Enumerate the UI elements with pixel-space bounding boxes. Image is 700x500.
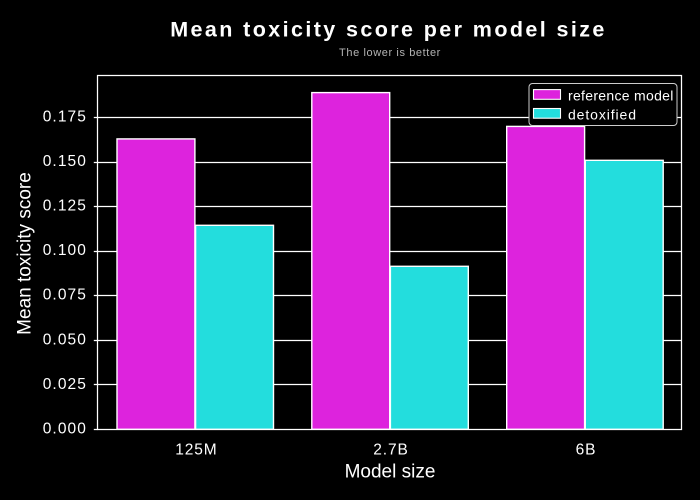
svg-text:reference model: reference model	[568, 88, 674, 104]
svg-text:0.150: 0.150	[43, 153, 87, 170]
svg-text:detoxified: detoxified	[568, 107, 637, 123]
svg-text:0.050: 0.050	[43, 331, 87, 348]
svg-text:0.100: 0.100	[43, 242, 87, 259]
svg-text:2.7B: 2.7B	[373, 442, 409, 459]
svg-text:0.000: 0.000	[43, 420, 87, 437]
svg-text:125M: 125M	[175, 442, 217, 459]
svg-text:0.025: 0.025	[43, 376, 87, 393]
svg-text:6B: 6B	[576, 442, 597, 459]
svg-text:The lower is better: The lower is better	[339, 47, 441, 59]
svg-text:0.125: 0.125	[43, 198, 87, 215]
svg-text:0.075: 0.075	[43, 287, 87, 304]
svg-text:Model size: Model size	[345, 461, 436, 482]
svg-text:Mean toxicity score per model: Mean toxicity score per model size	[170, 18, 606, 42]
svg-text:Mean toxicity score: Mean toxicity score	[15, 172, 36, 335]
svg-text:0.175: 0.175	[43, 109, 87, 126]
